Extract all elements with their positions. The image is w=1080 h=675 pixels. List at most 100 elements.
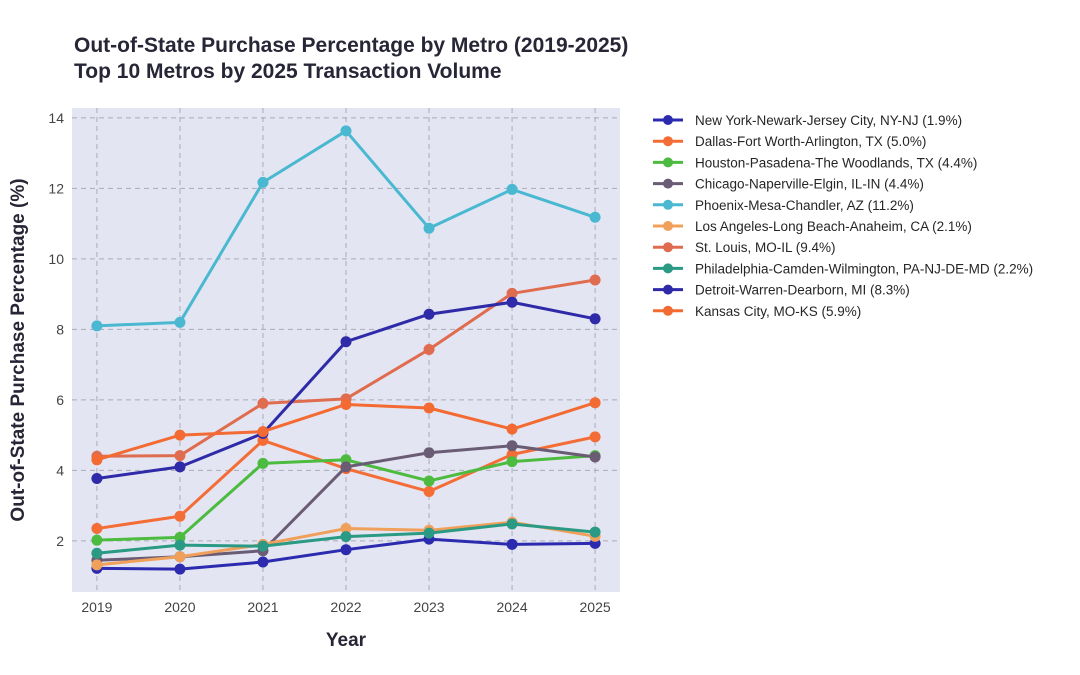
data-point — [91, 523, 103, 535]
series-8 — [91, 296, 601, 484]
legend-label: Dallas-Fort Worth-Arlington, TX (5.0%) — [695, 134, 926, 149]
data-point — [589, 431, 601, 443]
y-tick-label: 6 — [56, 392, 64, 408]
data-point — [423, 447, 435, 459]
data-point — [340, 398, 352, 410]
gridlines — [72, 108, 620, 592]
data-point — [423, 222, 435, 234]
x-tick-label: 2020 — [164, 599, 195, 615]
data-point — [174, 551, 186, 563]
legend-item: Detroit-Warren-Dearborn, MI (8.3%) — [653, 283, 910, 298]
data-point — [506, 538, 518, 550]
data-point — [423, 475, 435, 487]
data-point — [340, 125, 352, 137]
data-point — [589, 526, 601, 538]
legend-marker — [663, 305, 673, 316]
legend-marker — [663, 136, 673, 147]
data-point — [174, 563, 186, 575]
x-axis-label: Year — [326, 630, 367, 651]
x-tick-label: 2022 — [330, 599, 361, 615]
y-axis-label: Out-of-State Purchase Percentage (%) — [8, 178, 29, 521]
legend-item: Dallas-Fort Worth-Arlington, TX (5.0%) — [653, 134, 926, 149]
legend-marker — [663, 115, 673, 125]
legend-item: Kansas City, MO-KS (5.9%) — [653, 304, 861, 319]
data-point — [423, 308, 435, 320]
data-point — [589, 274, 601, 286]
data-point — [423, 343, 435, 355]
series-lines — [91, 125, 601, 575]
data-point — [340, 461, 352, 473]
data-point — [506, 518, 518, 530]
data-point — [257, 426, 269, 438]
data-point — [91, 559, 103, 571]
y-tick-label: 10 — [48, 251, 64, 267]
legend-item: Phoenix-Mesa-Chandler, AZ (11.2%) — [653, 198, 914, 213]
legend-marker — [663, 284, 673, 295]
legend: New York-Newark-Jersey City, NY-NJ (1.9%… — [653, 113, 1033, 319]
data-point — [257, 457, 269, 469]
data-point — [506, 183, 518, 195]
data-point — [174, 316, 186, 328]
data-point — [506, 423, 518, 435]
data-point — [174, 429, 186, 441]
data-point — [174, 461, 186, 473]
axis-ticks: 2019 2020 2021 2022 2023 2024 2025 2 4 6 8 10 12 14 — [48, 110, 610, 615]
legend-label: Los Angeles-Long Beach-Anaheim, CA (2.1%… — [695, 219, 972, 234]
legend-marker — [663, 263, 673, 274]
chart-title-main: Out-of-State Purchase Percentage by Metr… — [74, 34, 629, 57]
legend-label: Chicago-Naperville-Elgin, IL-IN (4.4%) — [695, 177, 924, 192]
legend-label: Kansas City, MO-KS (5.9%) — [695, 304, 861, 319]
data-point — [91, 472, 103, 484]
y-tick-label: 4 — [56, 462, 64, 478]
x-tick-label: 2021 — [247, 599, 278, 615]
data-point — [589, 451, 601, 463]
legend-marker — [663, 221, 673, 231]
legend-label: Detroit-Warren-Dearborn, MI (8.3%) — [695, 283, 910, 298]
y-tick-label: 12 — [48, 180, 64, 196]
data-point — [257, 540, 269, 552]
legend-label: St. Louis, MO-IL (9.4%) — [695, 240, 836, 255]
y-tick-label: 2 — [56, 533, 64, 549]
x-tick-label: 2024 — [496, 599, 527, 615]
data-point — [257, 176, 269, 188]
data-point — [340, 523, 352, 535]
data-point — [91, 320, 103, 332]
legend-item: Chicago-Naperville-Elgin, IL-IN (4.4%) — [653, 177, 924, 192]
data-point — [506, 440, 518, 452]
legend-marker — [663, 178, 673, 189]
data-point — [174, 539, 186, 551]
x-tick-label: 2025 — [580, 599, 611, 615]
chart-title: Out-of-State Purchase Percentage by Metr… — [74, 33, 628, 85]
legend-item: St. Louis, MO-IL (9.4%) — [653, 240, 836, 255]
series-9 — [91, 397, 601, 466]
data-point — [423, 527, 435, 539]
legend-item: Houston-Pasadena-The Woodlands, TX (4.4%… — [653, 155, 977, 170]
data-point — [589, 313, 601, 325]
data-point — [257, 556, 269, 568]
legend-label: New York-Newark-Jersey City, NY-NJ (1.9%… — [695, 113, 962, 128]
legend-label: Houston-Pasadena-The Woodlands, TX (4.4%… — [695, 155, 977, 170]
data-point — [506, 287, 518, 299]
legend-label: Phoenix-Mesa-Chandler, AZ (11.2%) — [695, 198, 914, 213]
series-4 — [91, 125, 601, 332]
data-point — [423, 486, 435, 498]
data-point — [174, 450, 186, 462]
data-point — [91, 454, 103, 466]
data-point — [91, 534, 103, 546]
x-tick-label: 2023 — [413, 599, 444, 615]
legend-item: New York-Newark-Jersey City, NY-NJ (1.9%… — [653, 113, 962, 128]
chart-subtitle: Top 10 Metros by 2025 Transaction Volume — [74, 60, 502, 83]
y-tick-label: 14 — [48, 110, 64, 126]
y-tick-label: 8 — [56, 321, 64, 337]
legend-marker — [663, 199, 673, 210]
data-point — [506, 456, 518, 468]
data-point — [91, 547, 103, 559]
data-point — [174, 510, 186, 522]
series-7 — [91, 518, 601, 559]
legend-marker — [663, 157, 673, 168]
data-point — [340, 531, 352, 543]
x-tick-label: 2019 — [81, 599, 112, 615]
series-6 — [91, 274, 601, 462]
data-point — [340, 544, 352, 556]
